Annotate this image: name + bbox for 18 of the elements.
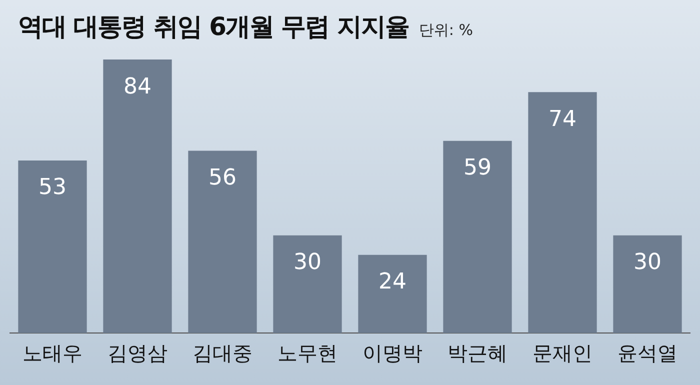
data-label: 30: [634, 250, 662, 276]
x-tick-label: 이명박: [362, 341, 422, 366]
x-tick-label: 노무현: [278, 341, 338, 366]
data-label: 53: [38, 175, 66, 200]
data-label: 30: [294, 250, 322, 276]
x-tick-label: 김대중: [192, 341, 252, 366]
data-label: 74: [548, 106, 576, 132]
x-tick-label: 노태우: [22, 341, 82, 366]
chart-subtitle: 단위: %: [418, 21, 473, 40]
x-tick-label: 김영삼: [108, 341, 168, 366]
data-label: 59: [464, 156, 492, 181]
data-label: 24: [378, 270, 406, 295]
x-tick-label: 윤석열: [618, 341, 678, 366]
chart-title: 역대 대통령 취임 6개월 무렵 지지율: [18, 11, 409, 43]
data-label: 56: [208, 165, 236, 190]
data-label: 84: [124, 74, 152, 100]
x-tick-label: 문재인: [532, 341, 592, 366]
x-tick-label: 박근혜: [448, 341, 508, 366]
